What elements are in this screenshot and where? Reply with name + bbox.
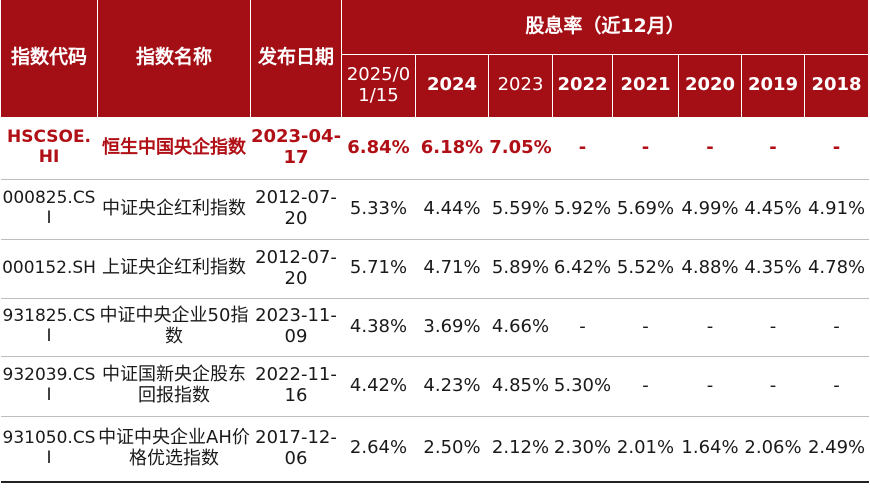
yield-2022: 5.92%: [552, 179, 613, 240]
table-row: 931050.CSI 中证中央企业AH价格优选指数 2017-12-06 2.6…: [0, 416, 869, 483]
yield-2020: -: [678, 356, 742, 417]
yield-2021: -: [612, 298, 679, 357]
publish-date: 2017-12-06: [250, 416, 342, 483]
index-name: 上证央企红利指数: [97, 239, 251, 299]
header-index-name: 指数名称: [97, 0, 251, 118]
yield-2022: 5.30%: [552, 356, 613, 417]
yield-2024: 4.44%: [415, 179, 489, 240]
yield-2022: -: [552, 298, 613, 357]
index-code: 931050.CSI: [0, 416, 98, 483]
yield-2020: 1.64%: [678, 416, 742, 483]
header-dividend-yield: 股息率（近12月）: [340, 0, 870, 55]
table-row: 931825.CSI 中证中央企业50指数 2023-11-09 4.38% 3…: [0, 298, 869, 357]
yield-2020: -: [678, 298, 742, 357]
index-name: 中证中央企业AH价格优选指数: [97, 416, 251, 483]
publish-date: 2023-11-09: [250, 298, 342, 357]
publish-date: 2012-07-20: [250, 239, 342, 299]
yield-2019: -: [741, 356, 805, 417]
yield-2025: 4.38%: [341, 298, 416, 357]
header-year-2019: 2019: [741, 54, 805, 118]
yield-2018: -: [804, 356, 869, 417]
yield-2020: 4.88%: [678, 239, 742, 299]
yield-2021: -: [612, 117, 679, 180]
header-year-2023: 2023: [488, 54, 553, 118]
header-year-2020: 2020: [678, 54, 742, 118]
yield-2022: 6.42%: [552, 239, 613, 299]
yield-2024: 2.50%: [415, 416, 489, 483]
yield-2023: 2.12%: [488, 416, 553, 483]
yield-2024: 4.71%: [415, 239, 489, 299]
yield-2019: 4.35%: [741, 239, 805, 299]
table-row: 000152.SH 上证央企红利指数 2012-07-20 5.71% 4.71…: [0, 239, 869, 299]
header-year-2018: 2018: [803, 54, 870, 118]
yield-2021: 2.01%: [612, 416, 679, 483]
yield-2019: 4.45%: [741, 179, 805, 240]
yield-2025: 5.71%: [341, 239, 416, 299]
index-name: 恒生中国央企指数: [97, 117, 251, 180]
yield-2018: 4.91%: [804, 179, 869, 240]
index-code: 000825.CSI: [0, 179, 98, 240]
yield-2021: 5.69%: [612, 179, 679, 240]
yield-2025: 5.33%: [341, 179, 416, 240]
index-code: 932039.CSI: [0, 356, 98, 417]
yield-2019: -: [741, 117, 805, 180]
yield-2022: -: [552, 117, 613, 180]
yield-2024: 6.18%: [415, 117, 489, 180]
index-name: 中证国新央企股东回报指数: [97, 356, 251, 417]
yield-2025: 6.84%: [341, 117, 416, 180]
index-code: 000152.SH: [0, 239, 98, 299]
yield-2021: -: [612, 356, 679, 417]
yield-2023: 5.89%: [488, 239, 553, 299]
table-row: 000825.CSI 中证央企红利指数 2012-07-20 5.33% 4.4…: [0, 179, 869, 240]
header-year-2024: 2024: [415, 54, 489, 118]
yield-2022: 2.30%: [552, 416, 613, 483]
yield-2024: 4.23%: [415, 356, 489, 417]
yield-2020: 4.99%: [678, 179, 742, 240]
index-code: HSCSOE.HI: [0, 117, 98, 180]
yield-2020: -: [678, 117, 742, 180]
yield-2023: 4.85%: [488, 356, 553, 417]
publish-date: 2012-07-20: [250, 179, 342, 240]
header-index-code: 指数代码: [0, 0, 98, 118]
yield-2018: 4.78%: [804, 239, 869, 299]
index-name: 中证中央企业50指数: [97, 298, 251, 357]
yield-2021: 5.52%: [612, 239, 679, 299]
index-code: 931825.CSI: [0, 298, 98, 357]
header-year-2021: 2021: [612, 54, 679, 118]
index-name: 中证央企红利指数: [97, 179, 251, 240]
table-row: HSCSOE.HI 恒生中国央企指数 2023-04-17 6.84% 6.18…: [0, 117, 869, 180]
yield-2025: 2.64%: [341, 416, 416, 483]
header-year-2022: 2022: [552, 54, 613, 118]
yield-2018: -: [804, 117, 869, 180]
yield-2023: 4.66%: [488, 298, 553, 357]
header-year-2025-01-15: 2025/01/15: [341, 54, 416, 118]
yield-2019: 2.06%: [741, 416, 805, 483]
publish-date: 2022-11-16: [250, 356, 342, 417]
publish-date: 2023-04-17: [250, 117, 342, 180]
yield-2023: 5.59%: [488, 179, 553, 240]
table-row: 932039.CSI 中证国新央企股东回报指数 2022-11-16 4.42%…: [0, 356, 869, 417]
yield-2018: 2.49%: [804, 416, 869, 483]
yield-2024: 3.69%: [415, 298, 489, 357]
yield-2019: -: [741, 298, 805, 357]
yield-2018: -: [804, 298, 869, 357]
header-publish-date: 发布日期: [250, 0, 342, 118]
yield-2023: 7.05%: [488, 117, 553, 180]
yield-2025: 4.42%: [341, 356, 416, 417]
